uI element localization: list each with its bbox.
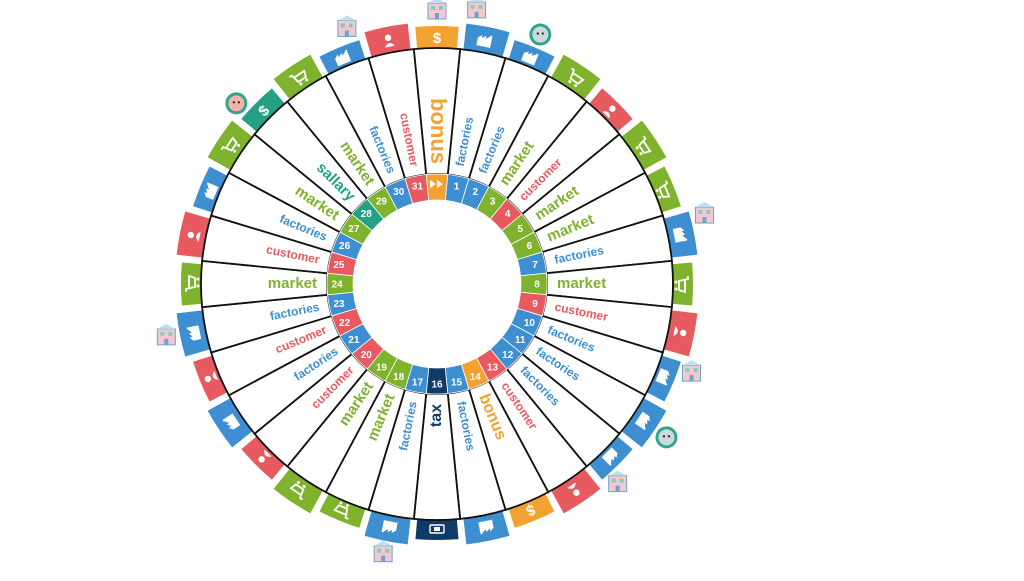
building-icon xyxy=(467,0,487,19)
space-number: 12 xyxy=(502,350,514,361)
factory-icon xyxy=(655,368,670,386)
building-icon xyxy=(337,15,357,37)
cart-icon xyxy=(655,180,671,199)
space-27-tab xyxy=(207,120,255,171)
space-number: 5 xyxy=(517,224,523,235)
tax-icon xyxy=(429,524,445,534)
space-number: 22 xyxy=(339,318,351,329)
building-icon xyxy=(695,202,715,224)
cart-icon xyxy=(220,136,241,153)
space-number: 7 xyxy=(532,260,538,271)
space-number: 16 xyxy=(431,380,443,391)
board-center xyxy=(354,201,520,367)
building-icon xyxy=(427,0,447,20)
space-18-tab xyxy=(319,491,366,528)
space-number: 4 xyxy=(505,209,511,220)
person-icon xyxy=(673,326,687,337)
space-number: 28 xyxy=(361,209,373,220)
space-number: 9 xyxy=(532,299,538,310)
factory-icon xyxy=(335,49,352,67)
space-label-market: market xyxy=(557,275,606,292)
space-number: 14 xyxy=(470,372,482,383)
factory-icon xyxy=(478,519,494,535)
space-29-tab xyxy=(273,54,324,102)
space-number: 20 xyxy=(361,350,373,361)
building-icon xyxy=(608,470,628,493)
space-number: 27 xyxy=(348,224,360,235)
space-label-market: market xyxy=(268,275,317,292)
space-number: 26 xyxy=(339,241,351,252)
space-number: 23 xyxy=(333,299,345,310)
space-label-start: bonus xyxy=(426,98,451,164)
space-number: 19 xyxy=(376,363,388,374)
factory-icon xyxy=(222,413,241,430)
person-badge-icon xyxy=(655,426,678,449)
space-14-tab xyxy=(508,491,555,528)
cart-icon xyxy=(635,135,652,156)
sheep-badge-icon xyxy=(529,23,552,46)
space-number: 30 xyxy=(393,187,405,198)
space-3-tab xyxy=(550,54,601,102)
building-icon xyxy=(682,360,702,382)
person-icon xyxy=(258,449,272,463)
space-number: 17 xyxy=(412,378,424,389)
factory-icon xyxy=(186,325,202,341)
cart-icon xyxy=(674,276,689,294)
person-icon xyxy=(187,231,201,242)
space-number: 21 xyxy=(348,335,360,346)
cart-icon xyxy=(288,69,309,86)
space-start-tab xyxy=(415,25,459,51)
space-number: 8 xyxy=(534,280,540,291)
space-28-tab xyxy=(241,88,287,134)
factory-icon xyxy=(672,227,688,243)
pig-badge-icon xyxy=(225,92,248,115)
space-number: 6 xyxy=(527,241,533,252)
space-number: 13 xyxy=(487,363,499,374)
space-19-tab xyxy=(273,466,324,514)
space-number: 11 xyxy=(515,335,526,346)
building-icon xyxy=(373,540,393,563)
cart-icon xyxy=(185,274,200,292)
fast-forward-icon xyxy=(430,180,443,188)
factory-icon xyxy=(634,411,650,431)
space-number: 18 xyxy=(393,372,405,383)
factory-icon xyxy=(381,520,398,533)
space-number: 31 xyxy=(412,181,424,192)
person-icon xyxy=(204,370,219,383)
space-6-tab xyxy=(644,166,681,213)
svg-text:$: $ xyxy=(433,30,442,47)
cart-icon xyxy=(333,501,349,520)
building-icon xyxy=(156,323,176,346)
space-label-tax: tax xyxy=(428,404,445,427)
space-number: 15 xyxy=(451,378,463,389)
space-5-tab xyxy=(619,120,667,171)
space-number: 25 xyxy=(333,260,345,271)
space-24-tab xyxy=(181,262,204,306)
cart-icon xyxy=(568,67,585,88)
space-number: 29 xyxy=(376,196,388,207)
factory-icon xyxy=(476,35,493,48)
person-icon xyxy=(567,482,580,496)
dollar-icon: $ xyxy=(433,30,442,47)
cart-icon xyxy=(289,480,306,501)
space-number: 10 xyxy=(524,318,536,329)
space-22-tab xyxy=(193,355,230,402)
factory-icon xyxy=(521,51,539,66)
space-number: 1 xyxy=(454,181,460,192)
person-icon xyxy=(602,105,616,119)
space-number: 3 xyxy=(490,196,496,207)
space-8-tab xyxy=(670,262,693,306)
space-number: 2 xyxy=(472,187,478,198)
person-icon xyxy=(384,34,395,48)
factory-icon xyxy=(204,182,219,200)
space-number: 24 xyxy=(331,280,343,291)
